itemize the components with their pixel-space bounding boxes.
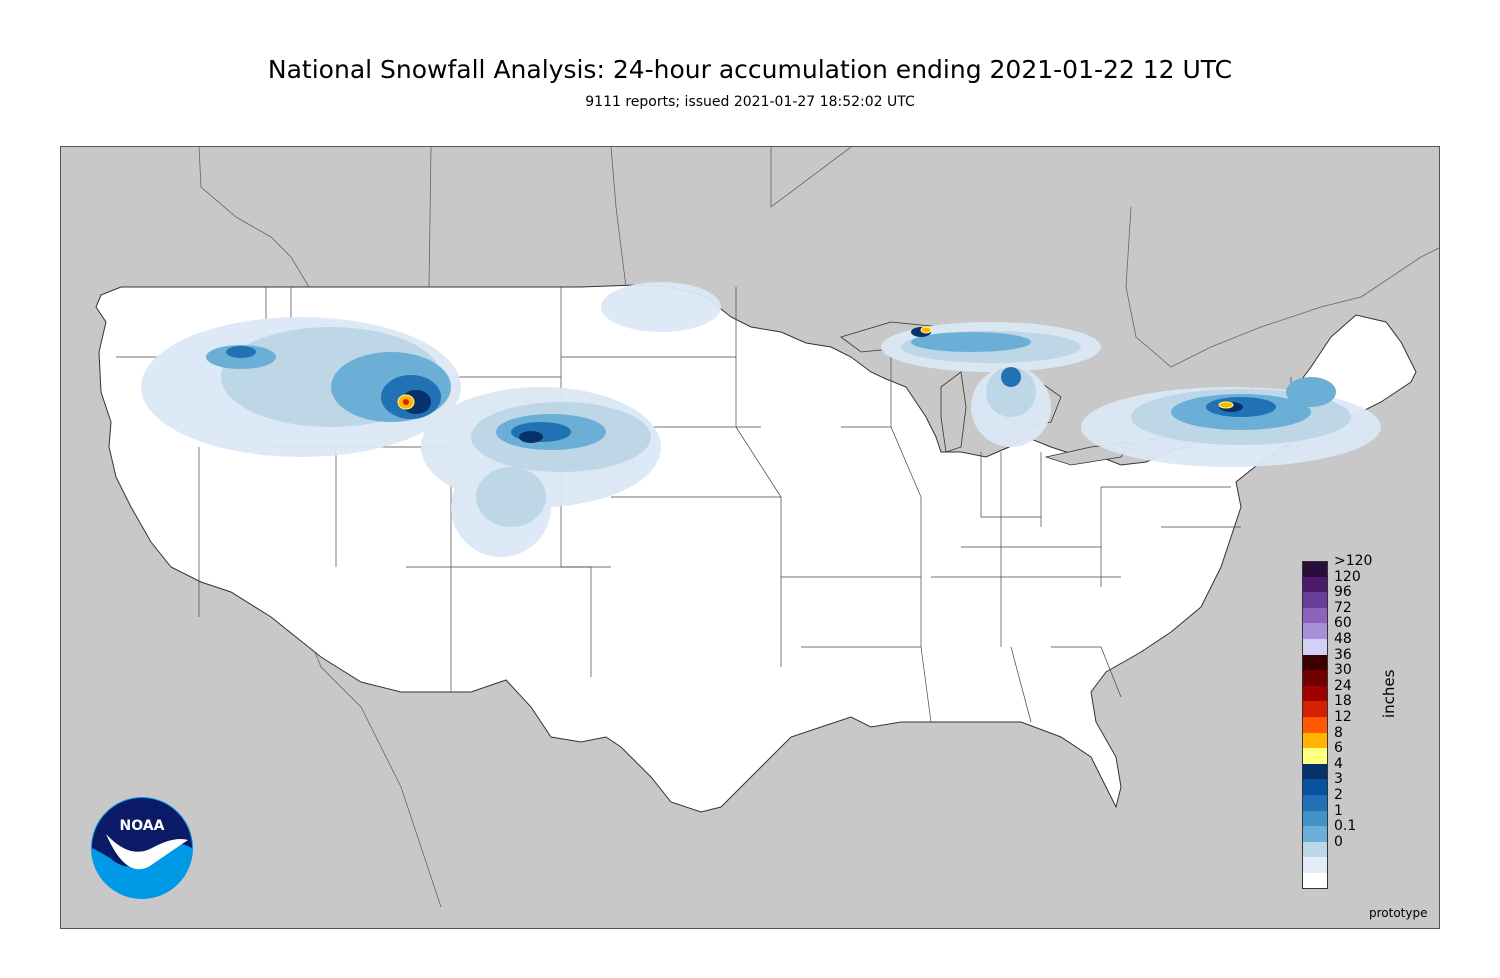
legend-label: 6	[1334, 740, 1343, 757]
legend-label: 12	[1334, 709, 1352, 725]
legend-label: 18	[1334, 693, 1352, 710]
legend-swatch	[1302, 670, 1328, 687]
legend-swatch	[1302, 810, 1328, 827]
noaa-logo: NOAA	[91, 797, 193, 899]
legend-label: 3	[1334, 771, 1343, 788]
legend-swatch	[1302, 701, 1328, 718]
legend-label: >120	[1334, 553, 1373, 569]
legend-unit-label: inches	[1380, 669, 1398, 718]
legend-label: 72	[1334, 599, 1352, 616]
legend-swatch	[1302, 748, 1328, 765]
legend-swatch	[1302, 561, 1328, 578]
legend-swatch	[1302, 873, 1328, 890]
map-title: National Snowfall Analysis: 24-hour accu…	[267, 55, 1233, 84]
legend-swatch	[1302, 857, 1328, 874]
legend-label: 60	[1334, 615, 1352, 632]
legend-label: 36	[1334, 646, 1352, 663]
legend-swatch	[1302, 826, 1328, 843]
legend-label: 1	[1334, 802, 1343, 819]
legend-label: 0.1	[1334, 818, 1357, 835]
legend-swatch	[1302, 732, 1328, 749]
legend-label: 96	[1334, 584, 1352, 601]
map-subtitle: 9111 reports; issued 2021-01-27 18:52:02…	[585, 94, 915, 110]
legend-swatch	[1302, 717, 1328, 734]
legend-swatch	[1302, 623, 1328, 640]
legend-swatch	[1302, 576, 1328, 593]
legend-label: 4	[1334, 755, 1343, 772]
legend-swatch	[1302, 763, 1328, 780]
noaa-logo-text: NOAA	[120, 818, 165, 834]
prototype-label: prototype	[1369, 906, 1428, 920]
snowfall-map[interactable]	[61, 147, 1440, 929]
snowfall-contours	[141, 282, 1381, 557]
map-frame[interactable]	[60, 146, 1440, 929]
legend-label: 120	[1334, 568, 1361, 585]
legend-label: 48	[1334, 631, 1352, 647]
legend-swatch	[1302, 639, 1328, 656]
legend-swatch	[1302, 607, 1328, 624]
legend-swatch	[1302, 841, 1328, 858]
legend-swatch	[1302, 779, 1328, 796]
legend-swatch	[1302, 795, 1328, 812]
legend-label: 0	[1334, 833, 1343, 850]
legend-label: 24	[1334, 677, 1352, 694]
legend-label: 8	[1334, 724, 1343, 741]
legend-label: 2	[1334, 787, 1343, 803]
legend-label: 30	[1334, 662, 1352, 679]
legend-swatch	[1302, 685, 1328, 702]
legend-swatch	[1302, 654, 1328, 671]
legend-swatch	[1302, 592, 1328, 609]
